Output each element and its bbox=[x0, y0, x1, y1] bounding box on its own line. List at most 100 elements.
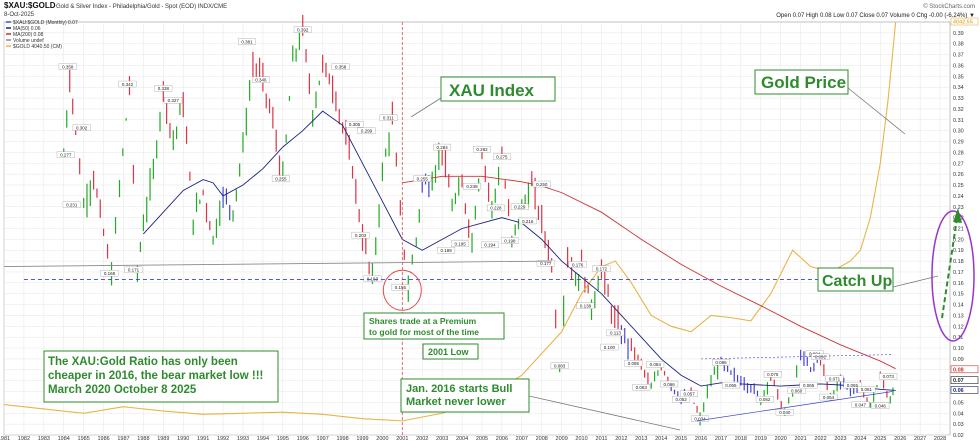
value-label-box bbox=[500, 237, 519, 244]
premium-text-line: to gold for most of the time bbox=[369, 327, 479, 337]
value-label-box bbox=[433, 143, 452, 151]
value-label: 0.189 bbox=[437, 247, 456, 254]
value-label-box bbox=[164, 97, 183, 104]
y-tick-label: 0.37 bbox=[953, 53, 964, 59]
legend-entry: $XAU:$GOLD (Monthly) 0.07 bbox=[13, 20, 78, 26]
value-label-box bbox=[755, 396, 774, 403]
premium-text-line: Shares trade at a Premium bbox=[369, 316, 477, 326]
value-label-box bbox=[775, 409, 794, 416]
value-label: 0.086 bbox=[712, 359, 730, 366]
value-label-text: 0.176 bbox=[572, 262, 584, 267]
value-label-box bbox=[437, 247, 456, 254]
y-tick-label: 0.28 bbox=[953, 150, 964, 156]
right-axis-tag-box bbox=[950, 376, 979, 384]
value-label-box bbox=[799, 381, 818, 389]
xau-index-text: XAU Index bbox=[449, 81, 535, 100]
right-axis-tag-box bbox=[950, 365, 979, 374]
right-axis-tag-text: 0.07 bbox=[953, 378, 964, 384]
value-label-text: 0.311 bbox=[383, 116, 394, 121]
value-label-box bbox=[58, 63, 77, 70]
x-tick-label: 1984 bbox=[58, 436, 70, 441]
value-label: 0.277 bbox=[56, 151, 75, 158]
right-axis-tag-box bbox=[950, 17, 979, 26]
value-label-text: 0.342 bbox=[122, 82, 134, 87]
value-label-box bbox=[72, 124, 91, 131]
y-tick-label: 0.39 bbox=[953, 31, 964, 37]
value-label: 0.046 bbox=[871, 402, 890, 409]
right-axis-tag-text: 0.06 bbox=[953, 388, 964, 394]
x-tick-label: 2006 bbox=[496, 436, 508, 441]
y-tick-label: 0.24 bbox=[953, 194, 964, 200]
ma50-line bbox=[143, 110, 896, 391]
value-label-text: 0.083 bbox=[554, 363, 566, 368]
value-label-text: 0.229 bbox=[514, 205, 526, 210]
date-label: 8-Oct-2025 bbox=[4, 12, 35, 18]
bull-2016-callout bbox=[400, 378, 530, 413]
y-tick-label: 0.12 bbox=[953, 324, 964, 330]
low-2001-callout bbox=[422, 343, 479, 360]
value-label: 0.392 bbox=[293, 26, 312, 33]
value-label-box bbox=[413, 175, 432, 182]
ratio-note-callout bbox=[43, 350, 279, 403]
value-label: 0.284 bbox=[433, 143, 452, 151]
value-label-box bbox=[819, 393, 838, 401]
y-tick-label: 0.32 bbox=[953, 107, 964, 113]
value-label: 0.084 bbox=[646, 361, 665, 368]
bull-2016-text-line: Market never lower bbox=[406, 396, 506, 408]
value-label-box bbox=[492, 153, 511, 161]
value-label: 0.071 bbox=[825, 375, 844, 382]
value-label-box bbox=[154, 85, 173, 92]
right-axis-tag-text: 4042.55 bbox=[953, 20, 973, 26]
value-label: 0.083 bbox=[550, 362, 569, 369]
annotations: XAU Index Gold Price Shares trade at a Pre… bbox=[3, 22, 975, 435]
value-label-box bbox=[787, 387, 806, 394]
value-label: 0.060 bbox=[787, 387, 806, 394]
x-tick-label: 2005 bbox=[476, 436, 488, 441]
right-axis-tag-box bbox=[950, 386, 979, 394]
value-label: 0.155 bbox=[391, 284, 410, 291]
value-label-text: 0.113 bbox=[610, 331, 621, 336]
value-label-text: 0.216 bbox=[522, 219, 534, 224]
y-tick-label: 0.30 bbox=[953, 129, 964, 135]
value-label-text: 0.338 bbox=[158, 86, 170, 91]
y-tick-label: 0.23 bbox=[953, 205, 964, 211]
value-label-text: 0.065 bbox=[847, 383, 859, 388]
y-tick-label: 0.17 bbox=[953, 270, 964, 276]
x-tick-label: 2017 bbox=[715, 436, 727, 441]
bull-2016-text: Jan. 2016 starts Bull Market never lower bbox=[406, 383, 512, 408]
value-label: 0.248 bbox=[463, 183, 481, 190]
value-label: 0.327 bbox=[164, 97, 183, 104]
x-tick-label: 2001 bbox=[396, 436, 408, 441]
right-axis-tag: 0.08 bbox=[950, 365, 979, 374]
value-label-box bbox=[56, 151, 75, 158]
catch-up-text: Catch Up bbox=[822, 273, 892, 290]
value-label-box bbox=[345, 121, 364, 128]
value-label-box bbox=[357, 127, 376, 134]
value-label: 0.228 bbox=[487, 204, 505, 212]
value-label: 0.034 bbox=[691, 415, 709, 422]
value-label-text: 0.054 bbox=[823, 395, 835, 400]
value-label: 0.176 bbox=[568, 261, 587, 268]
y-tick-label: 0.03 bbox=[953, 422, 964, 428]
x-tick-label: 2012 bbox=[615, 436, 627, 441]
value-label: 0.358 bbox=[331, 63, 350, 70]
value-label-text: 0.327 bbox=[168, 98, 180, 103]
value-label: 0.342 bbox=[118, 80, 137, 88]
x-tick-label: 1981 bbox=[0, 436, 10, 441]
value-label-box bbox=[487, 204, 505, 212]
value-label: 0.275 bbox=[492, 153, 511, 161]
value-label-box bbox=[680, 390, 699, 397]
value-label: 0.358 bbox=[58, 63, 77, 70]
x-tick-label: 2024 bbox=[854, 436, 866, 441]
ratio-note-text-line: The XAU:Gold Ratio has only been bbox=[48, 356, 238, 368]
value-label-box bbox=[879, 373, 898, 380]
value-label-box bbox=[550, 362, 569, 369]
y-tick-label: 0.34 bbox=[953, 85, 964, 91]
x-tick-label: 1982 bbox=[18, 436, 30, 441]
y-axis: 0.02 0.03 0.04 0.05 0.06 0.07 0.08 0.09 0.10 0.11… bbox=[950, 17, 979, 439]
value-label-text: 0.071 bbox=[829, 376, 841, 381]
value-label: 0.282 bbox=[473, 146, 491, 153]
value-label: 0.100 bbox=[600, 343, 619, 351]
x-tick-label: 2013 bbox=[635, 436, 647, 441]
